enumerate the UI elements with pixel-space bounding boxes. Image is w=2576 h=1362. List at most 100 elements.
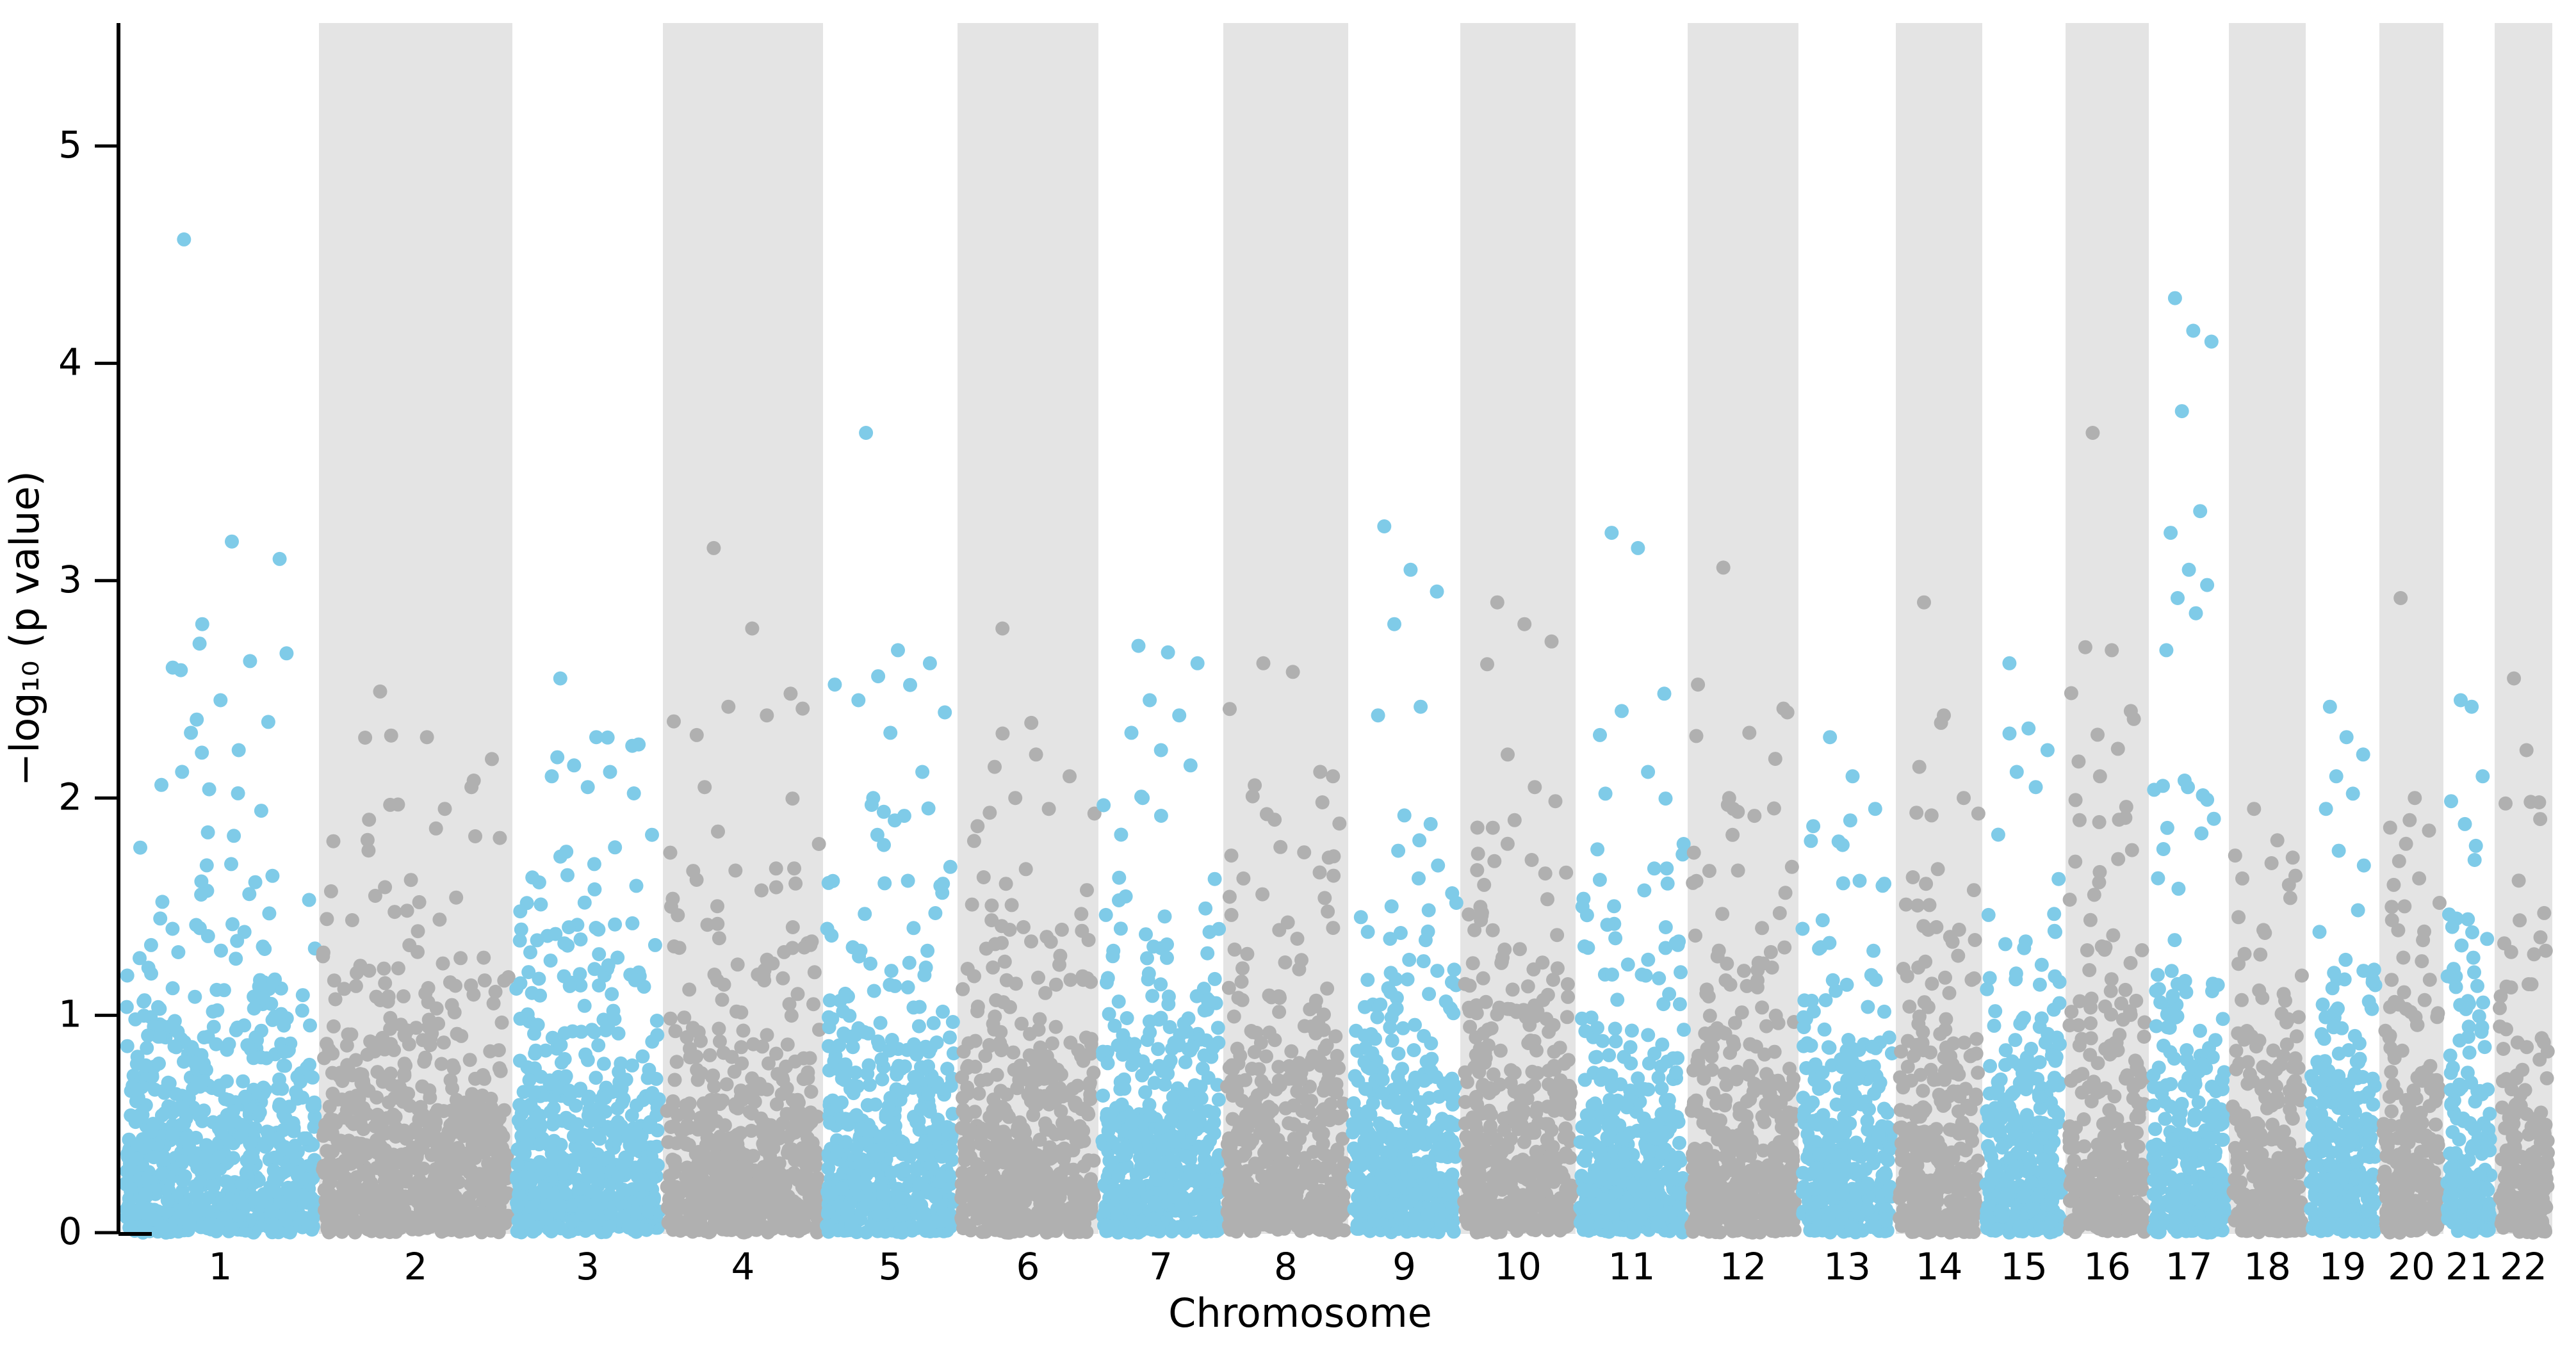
snp-point	[1029, 1188, 1044, 1203]
snp-point	[1167, 1134, 1182, 1149]
snp-point	[577, 998, 592, 1013]
snp-point	[1444, 975, 1459, 989]
snp-point	[790, 987, 805, 1001]
snp-point	[640, 1204, 655, 1219]
snp-point	[268, 972, 282, 987]
snp-point	[431, 1207, 446, 1222]
snp-point	[1287, 1131, 1301, 1146]
snp-point	[945, 1015, 960, 1029]
snp-point	[1231, 1057, 1246, 1071]
snp-point	[475, 1088, 490, 1103]
snp-point	[589, 730, 603, 745]
snp-point	[809, 1149, 824, 1163]
snp-point	[943, 859, 958, 874]
snp-point	[1321, 850, 1336, 865]
snp-point	[268, 1009, 282, 1024]
snp-point	[827, 677, 842, 692]
snp-point	[984, 898, 999, 913]
snp-point	[567, 758, 582, 773]
snp-point	[906, 921, 921, 936]
chromosome-points	[509, 671, 666, 1240]
snp-point	[175, 765, 190, 779]
snp-point	[391, 797, 405, 812]
chromosome-points	[1346, 519, 1463, 1240]
snp-point	[601, 1020, 615, 1035]
snp-point	[1114, 1097, 1129, 1112]
snp-point	[730, 1163, 745, 1178]
snp-point	[1162, 1020, 1177, 1034]
snp-point	[982, 806, 997, 820]
snp-point	[243, 654, 257, 669]
snp-point	[1032, 1132, 1047, 1147]
snp-point	[917, 968, 932, 982]
snp-point	[870, 1148, 885, 1162]
snp-point	[624, 1126, 639, 1140]
snp-point	[846, 1169, 861, 1184]
snp-point	[1063, 973, 1078, 987]
snp-point	[356, 1217, 371, 1232]
snp-point	[1139, 927, 1153, 942]
snp-point	[129, 1082, 144, 1097]
snp-point	[1011, 1221, 1026, 1236]
snp-point	[1018, 862, 1033, 877]
snp-point	[1312, 865, 1327, 880]
snp-point	[153, 1029, 167, 1044]
snp-point	[1391, 1046, 1406, 1061]
snp-point	[194, 888, 209, 902]
snp-point	[922, 656, 937, 670]
snp-point	[200, 825, 215, 839]
snp-point	[1029, 747, 1043, 762]
snp-point	[1222, 889, 1237, 904]
snp-point	[820, 921, 835, 936]
snp-point	[213, 693, 228, 708]
snp-point	[177, 232, 192, 247]
snp-point	[295, 1003, 309, 1018]
snp-point	[960, 1185, 975, 1199]
snp-point	[795, 701, 810, 716]
snp-point	[211, 1150, 226, 1165]
snp-point	[1417, 1028, 1431, 1043]
snp-point	[1235, 961, 1250, 976]
snp-point	[265, 1204, 279, 1219]
snp-point	[570, 1117, 585, 1131]
snp-point	[968, 1034, 982, 1048]
snp-point	[236, 1074, 250, 1089]
snp-point	[1332, 816, 1347, 831]
snp-point	[119, 1000, 134, 1014]
snp-point	[1120, 1011, 1134, 1025]
snp-point	[1007, 1206, 1021, 1221]
snp-point	[289, 1085, 304, 1099]
snp-point	[436, 1035, 451, 1050]
snp-point	[133, 840, 147, 855]
snp-point	[943, 1142, 958, 1156]
snp-point	[1009, 977, 1023, 991]
snp-point	[462, 1053, 477, 1067]
snp-point	[167, 1039, 182, 1054]
snp-point	[1006, 1045, 1021, 1060]
snp-point	[573, 978, 588, 993]
snp-point	[591, 1189, 605, 1204]
snp-point	[717, 977, 731, 992]
snp-point	[582, 1103, 597, 1117]
snp-point	[158, 1152, 172, 1167]
snp-point	[520, 1060, 535, 1074]
snp-point	[513, 904, 528, 919]
snp-point	[1015, 1016, 1029, 1031]
snp-point	[1353, 910, 1368, 925]
snp-point	[1189, 989, 1204, 1003]
snp-point	[926, 1016, 941, 1030]
snp-point	[1141, 972, 1155, 987]
snp-point	[1100, 975, 1114, 990]
snp-point	[254, 804, 268, 818]
snp-point	[295, 988, 310, 1003]
snp-point	[1207, 872, 1222, 886]
snp-point	[1360, 925, 1375, 939]
snp-point	[1200, 1206, 1215, 1220]
snp-point	[211, 1083, 226, 1098]
snp-point	[434, 1057, 449, 1071]
snp-point	[188, 1055, 202, 1070]
chromosome-points	[316, 684, 516, 1240]
snp-point	[335, 1092, 349, 1107]
snp-point	[565, 1213, 580, 1228]
